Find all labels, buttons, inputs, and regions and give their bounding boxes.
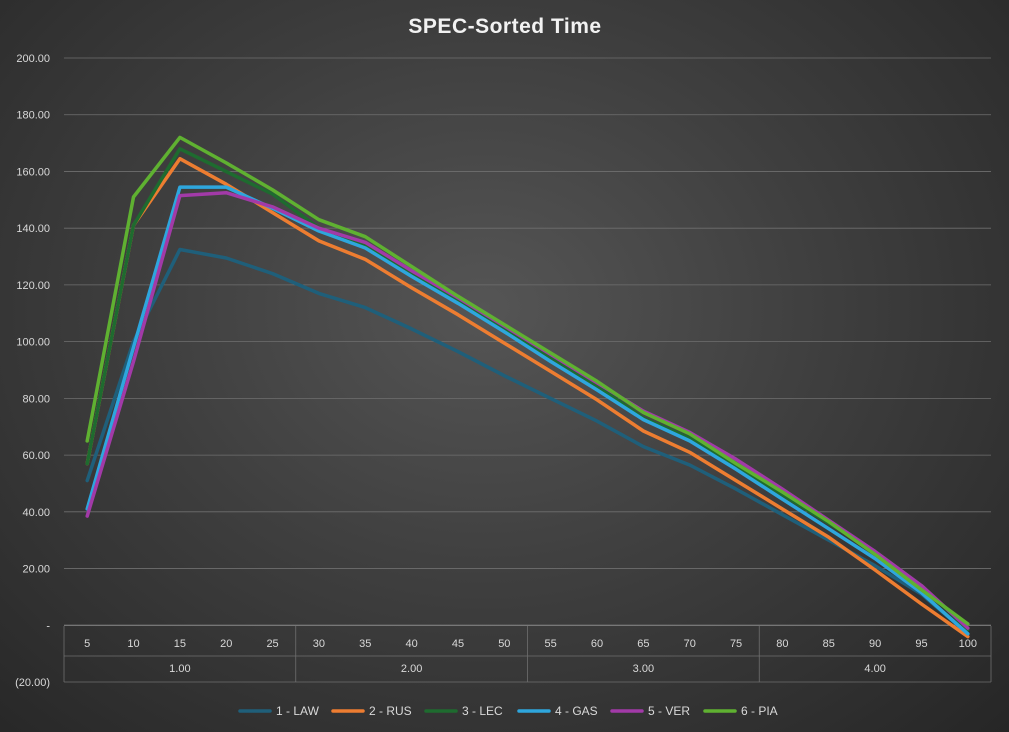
y-tick-label: (20.00) [15, 677, 50, 689]
legend-label: 4 - GAS [555, 704, 598, 718]
x-tick-label: 45 [452, 638, 464, 650]
x-tick-label: 40 [406, 638, 418, 650]
chart-title: SPEC-Sorted Time [408, 15, 601, 38]
legend-item-6[interactable]: 6 - PIA [703, 704, 778, 718]
legend-label: 5 - VER [648, 704, 690, 718]
x-tick-label: 65 [637, 638, 649, 650]
series-line-1 [85, 247, 970, 636]
y-tick-label: 180.00 [16, 110, 50, 122]
legend-item-4[interactable]: 4 - GAS [517, 704, 598, 718]
x-tick-label: 20 [220, 638, 232, 650]
series-lines [85, 135, 970, 639]
series-line-6 [85, 135, 970, 626]
x-group-label: 4.00 [864, 663, 885, 675]
x-tick-label: 30 [313, 638, 325, 650]
x-tick-label: 95 [915, 638, 927, 650]
series-line-4 [85, 185, 970, 636]
y-tick-label: 40.00 [22, 507, 50, 519]
y-tick-label: 20.00 [22, 564, 50, 576]
x-group-label: 1.00 [169, 663, 190, 675]
x-tick-label: 75 [730, 638, 742, 650]
x-group-label: 3.00 [633, 663, 654, 675]
y-tick-label: 120.00 [16, 280, 50, 292]
x-tick-label: 35 [359, 638, 371, 650]
x-tick-label: 60 [591, 638, 603, 650]
y-tick-label: 100.00 [16, 337, 50, 349]
legend-label: 6 - PIA [741, 704, 778, 718]
y-tick-label: 160.00 [16, 166, 50, 178]
x-tick-label: 10 [127, 638, 139, 650]
series-line-3 [85, 147, 970, 632]
x-tick-label: 15 [174, 638, 186, 650]
legend-item-1[interactable]: 1 - LAW [238, 704, 320, 718]
x-axis: 5 10 15 20 25 30 35 40 45 50 55 60 65 70 75 80 85 90 95 100… [63, 626, 992, 682]
y-tick-label: 200.00 [16, 53, 50, 65]
x-tick-label: 25 [266, 638, 278, 650]
x-tick-label: 5 [84, 638, 90, 650]
legend[interactable]: 1 - LAW 2 - RUS 3 - LEC 4 - GAS 5 - VER 6 - P… [238, 704, 778, 718]
y-tick-label: 80.00 [22, 393, 50, 405]
y-tick-label: 140.00 [16, 223, 50, 235]
x-tick-label: 55 [545, 638, 557, 650]
gridlines [64, 57, 991, 683]
legend-item-5[interactable]: 5 - VER [610, 704, 690, 718]
legend-label: 1 - LAW [276, 704, 320, 718]
legend-label: 3 - LEC [462, 704, 503, 718]
legend-label: 2 - RUS [369, 704, 412, 718]
x-tick-label: 90 [869, 638, 881, 650]
x-tick-label: 50 [498, 638, 510, 650]
x-tick-label: 85 [823, 638, 835, 650]
legend-item-2[interactable]: 2 - RUS [331, 704, 412, 718]
y-tick-label: 60.00 [22, 450, 50, 462]
series-line-2 [85, 156, 970, 639]
x-tick-label: 70 [684, 638, 696, 650]
x-tick-label: 100 [959, 638, 977, 650]
x-group-label: 2.00 [401, 663, 422, 675]
legend-item-3[interactable]: 3 - LEC [424, 704, 503, 718]
x-tick-label: 80 [776, 638, 788, 650]
y-tick-label: - [46, 620, 50, 632]
y-axis: (20.00) - 20.00 40.00 60.00 80.00 100.00 120.00… [15, 53, 50, 689]
